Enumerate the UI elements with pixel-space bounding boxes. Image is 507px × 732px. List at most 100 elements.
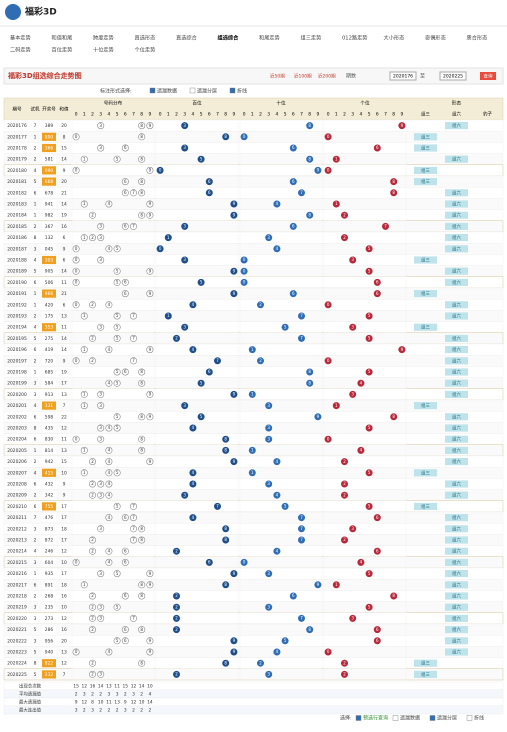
query-button[interactable] <box>480 72 496 80</box>
stat-value: 9 <box>75 700 78 706</box>
ball-digit: 5 <box>116 336 119 341</box>
ball <box>306 626 314 634</box>
range-link[interactable]: 近100期 <box>294 73 312 80</box>
from-input[interactable] <box>389 71 417 81</box>
form-value: 组六 <box>452 268 461 275</box>
digit-header: 4 <box>192 112 195 118</box>
ball <box>332 200 340 208</box>
nav-link[interactable]: 直选形态 <box>135 34 156 42</box>
ball <box>273 458 281 466</box>
ball-digit: 7 <box>384 224 387 229</box>
cell: 21 <box>61 291 67 297</box>
ball <box>340 458 348 466</box>
cell: 5 <box>34 269 37 275</box>
ball <box>230 290 238 298</box>
to-input[interactable] <box>439 71 467 81</box>
ball-digit: 1 <box>335 156 338 161</box>
checkbox[interactable] <box>355 715 362 721</box>
period-label: 期数 <box>346 73 356 80</box>
ball <box>121 514 129 522</box>
range-link[interactable]: 近50期 <box>270 73 285 80</box>
ball <box>113 379 121 387</box>
ball-digit: 8 <box>308 156 311 161</box>
form-cell <box>445 379 468 387</box>
cell: 275 <box>45 336 54 342</box>
checkbox[interactable] <box>149 87 156 94</box>
cell: 8 <box>34 235 37 241</box>
ball-digit: 4 <box>108 302 111 307</box>
ball-digit: 6 <box>376 291 379 296</box>
ball-digit: 4 <box>108 515 111 520</box>
checkbox[interactable] <box>429 715 436 721</box>
nav-link[interactable]: 012路走势 <box>342 34 367 42</box>
nav-link[interactable]: 二码走势 <box>10 46 31 54</box>
ball <box>105 514 113 522</box>
nav-link[interactable]: 组三走势 <box>301 34 322 42</box>
cell: 2 <box>34 146 37 152</box>
ball <box>256 659 264 667</box>
ball <box>105 558 113 566</box>
number-cell <box>42 132 56 141</box>
nav-link[interactable]: 百位走势 <box>52 46 73 54</box>
cell: 2020223 <box>7 650 27 656</box>
ball <box>130 536 138 544</box>
digit-header: 1 <box>83 112 86 118</box>
ball-digit: 3 <box>267 235 270 240</box>
nav-link[interactable]: 质合形态 <box>467 34 488 42</box>
ball <box>332 581 340 589</box>
digit-header: 4 <box>108 112 111 118</box>
form-cell <box>414 323 437 331</box>
cell: 830 <box>45 437 54 443</box>
ball <box>365 424 373 432</box>
cell: 2020201 <box>7 403 27 409</box>
ball-digit: 2 <box>343 537 346 542</box>
nav-link[interactable]: 和值和尾 <box>52 34 73 42</box>
ball-digit: 8 <box>392 414 395 419</box>
ball-digit: 9 <box>149 582 152 587</box>
checkbox[interactable] <box>392 715 399 721</box>
checkbox[interactable] <box>229 87 236 94</box>
cell: 17 <box>61 538 67 544</box>
cell: 2020189 <box>7 269 27 275</box>
ball <box>230 390 238 398</box>
nav-link[interactable]: 奇偶形态 <box>425 34 446 42</box>
nav-link[interactable]: 大小形态 <box>384 34 405 42</box>
ball-digit: 4 <box>108 425 111 430</box>
row-bg <box>3 332 504 345</box>
checkbox[interactable] <box>189 87 196 94</box>
form-cell <box>445 581 468 589</box>
nav-link[interactable]: 跨度走势 <box>93 34 114 42</box>
ball <box>248 469 256 477</box>
digit-header: 5 <box>368 112 371 118</box>
ball-digit: 0 <box>327 358 330 363</box>
ball <box>222 525 230 533</box>
stat-value: 3 <box>75 708 78 714</box>
nav-link[interactable]: 组选综合 <box>218 34 240 42</box>
nav-link[interactable]: 和尾走势 <box>259 34 280 42</box>
ball-digit: 1 <box>251 392 254 397</box>
cell: 8 <box>34 661 37 667</box>
ball <box>248 346 256 354</box>
ball-digit: 5 <box>116 638 119 643</box>
nav-link[interactable]: 十位走势 <box>93 46 114 54</box>
ball-digit: 7 <box>300 515 303 520</box>
form-value: 组三 <box>421 257 430 264</box>
ball-digit: 5 <box>116 324 119 329</box>
range-link[interactable]: 近200期 <box>318 73 336 80</box>
ball-digit: 3 <box>99 224 102 229</box>
ball <box>248 446 256 454</box>
nav-link[interactable]: 基本走势 <box>10 34 31 42</box>
nav-link[interactable]: 直选综合 <box>176 34 198 42</box>
form-value: 组六 <box>452 525 461 532</box>
ball-digit: 0 <box>327 134 330 139</box>
ball <box>324 133 332 141</box>
ball <box>146 267 154 275</box>
ball-digit: 6 <box>208 190 211 195</box>
row-bg <box>3 511 504 524</box>
nav-link[interactable]: 个位走势 <box>135 46 156 54</box>
cell: 6 <box>34 347 37 353</box>
ball-digit: 9 <box>233 392 236 397</box>
ball <box>113 334 121 342</box>
checkbox[interactable] <box>466 715 473 721</box>
